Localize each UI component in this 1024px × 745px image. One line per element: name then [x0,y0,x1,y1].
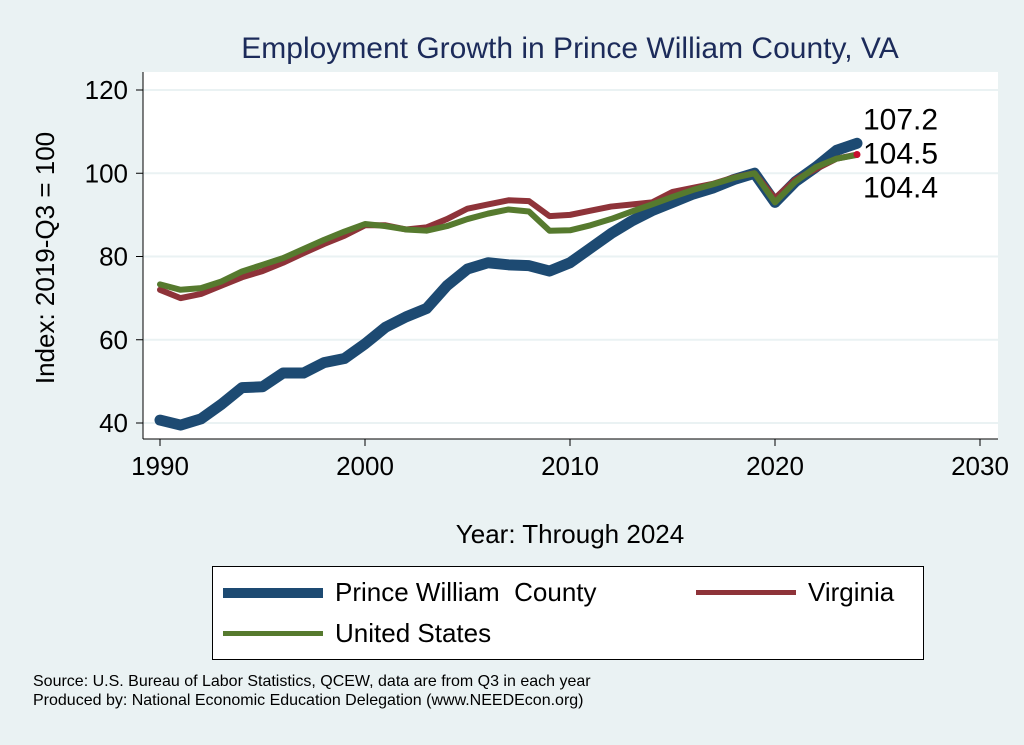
end-marker [853,151,861,159]
legend-swatch [696,590,796,595]
x-tick-label: 2030 [951,451,1009,481]
y-tick-label: 100 [85,158,128,188]
end-value-label: 107.2 [863,103,938,136]
chart-title: Employment Growth in Prince William Coun… [241,32,898,65]
series-line-2 [157,151,860,293]
legend-item-prince-william: Prince William County [223,577,597,608]
legend-label: Virginia [808,577,895,607]
y-tick-label: 80 [99,242,128,272]
legend-item-virginia: Virginia [696,577,894,608]
end-value-label: 104.4 [863,171,938,204]
y-tick-label: 60 [99,325,128,355]
x-tick-label: 2020 [746,451,804,481]
source-note: Source: U.S. Bureau of Labor Statistics,… [33,673,591,690]
x-tick-label: 2010 [541,451,599,481]
x-tick-label: 1990 [131,451,189,481]
y-tick-label: 120 [85,75,128,105]
legend: Prince William County Virginia United St… [212,566,924,660]
legend-item-united-states: United States [223,618,491,649]
x-axis-label: Year: Through 2024 [456,519,684,549]
end-value-label: 104.5 [863,137,938,170]
x-tick-label: 2000 [336,451,394,481]
legend-label: United States [335,618,492,648]
y-axis-label: Index: 2019-Q3 = 100 [30,132,60,384]
produced-by-note: Produced by: National Economic Education… [33,692,584,709]
y-tick-label: 40 [99,408,128,438]
legend-label: Prince William County [335,577,597,607]
legend-swatch [223,631,323,636]
legend-swatch [223,587,323,598]
